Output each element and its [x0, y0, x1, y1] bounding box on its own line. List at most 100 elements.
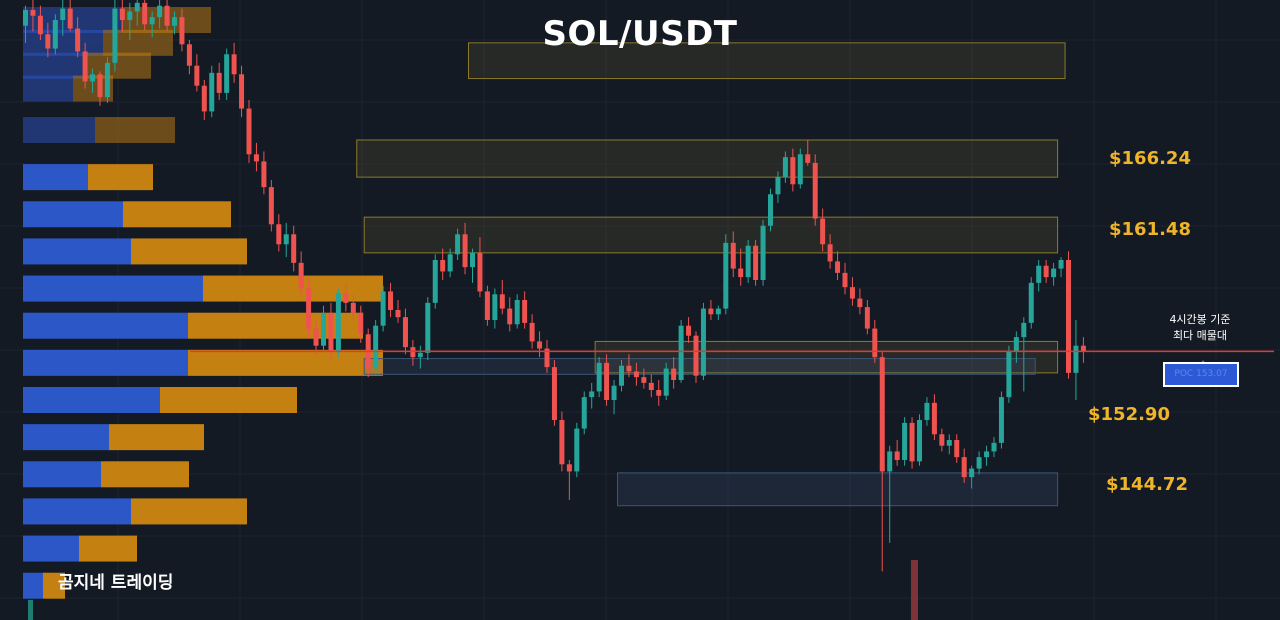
candle-body — [298, 262, 304, 289]
candle-body — [596, 362, 602, 392]
candle-body — [97, 74, 103, 98]
volume-bar-sell — [188, 312, 363, 339]
candle-body — [52, 20, 58, 49]
candle-body — [350, 302, 356, 313]
candle-body — [715, 308, 721, 315]
candle-body — [961, 457, 967, 478]
candle-body — [641, 377, 647, 383]
candle-body — [306, 288, 312, 329]
candle-body — [194, 65, 200, 86]
volume-bar-buy — [23, 75, 73, 102]
candle-body — [946, 440, 952, 446]
candle-body — [380, 291, 386, 326]
candle-body — [283, 234, 289, 245]
candle-body — [1006, 351, 1012, 398]
candle-body — [388, 291, 394, 310]
price-zone — [363, 358, 1036, 375]
candle-body — [857, 298, 863, 308]
candle-body — [745, 245, 751, 278]
candle-body — [1066, 260, 1071, 373]
candle-body — [693, 335, 699, 376]
candle-body — [849, 287, 855, 299]
candle-body — [619, 365, 624, 386]
candle-body — [551, 367, 557, 420]
volume-bar-sell — [123, 201, 231, 228]
volume-tick-bar — [28, 600, 33, 620]
candle-body — [231, 54, 237, 75]
volume-bar-buy — [23, 117, 95, 143]
candle-body — [626, 365, 632, 372]
candle-body — [343, 292, 349, 303]
candle-body — [90, 74, 96, 82]
candle-body — [805, 154, 811, 163]
candle-body — [462, 234, 468, 268]
candle-body — [1013, 337, 1019, 352]
candle-body — [1028, 282, 1034, 323]
candle-body — [119, 8, 125, 20]
candle-body — [432, 260, 438, 303]
candle-body — [835, 261, 841, 273]
candle-body — [470, 252, 475, 268]
candle-body — [924, 402, 930, 420]
candle-body — [984, 451, 990, 458]
candle-body — [1036, 265, 1042, 283]
candle-body — [581, 397, 587, 429]
volume-bar-sell — [88, 164, 153, 191]
candle-body — [954, 440, 960, 458]
candle-body — [291, 234, 297, 263]
candle-body — [738, 268, 744, 278]
candle-body — [112, 8, 118, 63]
price-zone — [363, 216, 1059, 254]
candle-body — [775, 177, 781, 195]
volume-bar-buy — [23, 164, 88, 191]
candle-body — [253, 154, 259, 162]
candle-body — [321, 312, 326, 346]
candle-body — [246, 108, 252, 155]
candle-body — [179, 17, 185, 45]
volume-bar-buy — [23, 238, 131, 265]
price-zone — [468, 42, 1066, 80]
volume-bar-buy — [23, 572, 43, 599]
volume-bar-buy — [23, 535, 79, 562]
candle-body — [797, 154, 803, 185]
candle-body — [328, 312, 334, 352]
volume-bar-sell — [160, 387, 297, 413]
candle-body — [104, 62, 110, 98]
candle-body — [879, 357, 885, 472]
candle-body — [566, 464, 572, 472]
brand-watermark: 곰지네 트레이딩 — [58, 573, 174, 593]
poc-note-line2: 최다 매물대 — [1172, 329, 1228, 342]
candle-body — [768, 194, 773, 226]
candle-body — [358, 312, 364, 335]
candle-body — [656, 390, 662, 396]
volume-bar-buy — [23, 387, 160, 413]
candle-body — [425, 302, 431, 353]
candle-body — [537, 341, 543, 349]
candle-body — [492, 294, 498, 320]
candle-body — [589, 391, 595, 398]
candle-body — [782, 157, 788, 178]
volume-spike-bar — [911, 560, 918, 620]
candle-body — [529, 322, 535, 342]
candle-body — [224, 54, 230, 93]
candle-body — [723, 242, 729, 309]
candle-body — [604, 362, 610, 400]
volume-bar-sell — [101, 461, 189, 488]
candle-body — [201, 85, 207, 112]
volume-bar-buy — [23, 201, 123, 228]
candle-body — [45, 34, 51, 49]
candle-body — [23, 10, 28, 26]
level-label-161: $161.48 — [1109, 219, 1191, 240]
candle-body — [186, 44, 192, 66]
candle-body — [887, 451, 893, 472]
candle-body — [976, 457, 982, 469]
candle-body — [611, 385, 617, 400]
candle-body — [313, 328, 319, 346]
candle-body — [931, 402, 937, 435]
candle-body — [164, 5, 170, 26]
candle-body — [842, 272, 848, 288]
volume-bar-buy — [23, 461, 101, 488]
candle-body — [172, 17, 177, 26]
candle-body — [75, 28, 81, 52]
